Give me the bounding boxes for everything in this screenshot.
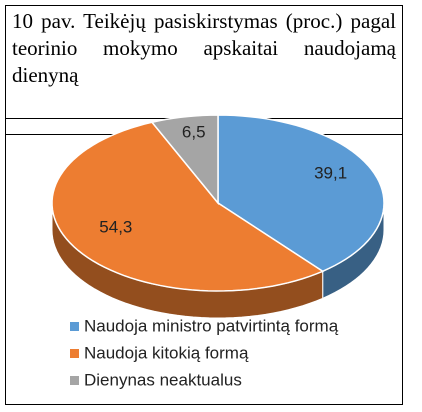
data-label: 54,3 — [99, 217, 132, 236]
legend-label: Dienynas neaktualus — [84, 370, 242, 389]
frame — [5, 5, 403, 405]
legend-swatch — [70, 376, 79, 385]
legend-label: Naudoja kitokią formą — [84, 343, 249, 362]
legend-swatch — [70, 322, 79, 331]
pie-slice — [51, 121, 325, 292]
data-label: 6,5 — [182, 122, 206, 141]
pie-slice — [150, 114, 219, 206]
chart-title: 10 pav. Teikėjų pasiskirstymas (proc.) p… — [12, 9, 396, 87]
pie-slice — [217, 114, 385, 273]
data-label: 39,1 — [314, 163, 347, 182]
legend-label: Naudoja ministro patvirtintą formą — [84, 316, 339, 335]
legend-swatch — [70, 349, 79, 358]
